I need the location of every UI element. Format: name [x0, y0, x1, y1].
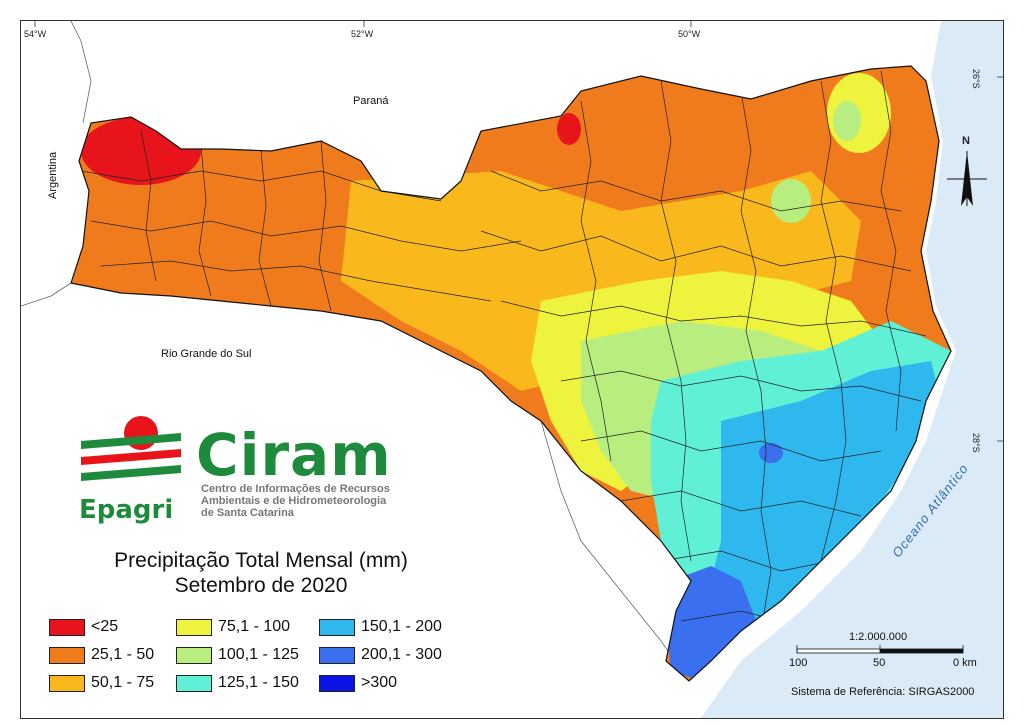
graticule-ticks: [34, 21, 1003, 442]
map-title: Precipitação Total Mensal (mm): [114, 549, 408, 572]
reference-system: Sistema de Referência: SIRGAS2000: [791, 686, 975, 698]
legend-swatch: [176, 619, 212, 636]
north-arrow-icon: [947, 151, 987, 206]
border-argentina: [21, 282, 72, 307]
region-label-argentina: Argentina: [47, 151, 59, 199]
scale-tick-50: 50: [873, 657, 886, 669]
epagri-logo-text: Epagri: [79, 495, 174, 525]
scale-bar: [796, 645, 964, 654]
legend-label: 125,1 - 150: [218, 674, 299, 691]
scale-tick-100: 100: [789, 657, 808, 669]
legend-swatch: [319, 647, 355, 664]
legend-label: 200,1 - 300: [361, 646, 442, 663]
ciram-logo-text: Ciram: [196, 421, 392, 489]
scale-tick-0: 0 km: [953, 657, 977, 669]
legend-label: >300: [361, 674, 398, 691]
lat-26-label: 26°S: [971, 69, 981, 89]
legend-swatch: [319, 619, 355, 636]
north-label: N: [962, 135, 970, 147]
legend-swatch: [176, 675, 212, 692]
region-label-rio-grande-do-sul: Rio Grande do Sul: [161, 348, 252, 360]
scale-ratio: 1:2.000.000: [849, 631, 908, 643]
legend-label: 150,1 - 200: [361, 618, 442, 635]
legend-swatch: [49, 619, 85, 636]
lat-28-label: 28°S: [971, 433, 981, 453]
lon-50-label: 50°W: [678, 29, 701, 39]
epagri-logo-icon: [81, 416, 181, 481]
border-rgs: [540, 420, 690, 682]
lon-52-label: 52°W: [351, 29, 374, 39]
logo-subtitle-line2: Ambientais e de Hidrometeorologia: [201, 495, 387, 507]
logo-subtitle: Centro de Informações de Recursos Ambien…: [201, 483, 461, 519]
municipal-boundaries: [80, 70, 927, 632]
legend-swatch: [49, 647, 85, 664]
map-subtitle: Setembro de 2020: [174, 574, 348, 597]
region-label-parana: Paraná: [353, 95, 389, 107]
map-frame: 54°W 52°W 50°W 26°S 28°S Paraná Rio Gran…: [20, 20, 1004, 719]
legend-label: 25,1 - 50: [91, 646, 155, 663]
legend-label: 75,1 - 100: [218, 618, 291, 635]
logo-subtitle-line1: Centro de Informações de Recursos: [201, 483, 390, 495]
legend-label: <25: [91, 618, 119, 635]
legend-swatch: [319, 675, 355, 692]
lon-54-label: 54°W: [24, 29, 47, 39]
legend-label: 50,1 - 75: [91, 674, 155, 691]
logo-subtitle-line3: de Santa Catarina: [201, 507, 294, 519]
ocean-area: [701, 21, 1003, 718]
legend-label: 100,1 - 125: [218, 646, 299, 663]
border-parana: [70, 21, 132, 124]
legend-swatch: [49, 675, 85, 692]
legend-swatch: [176, 647, 212, 664]
state-outline: [70, 65, 952, 682]
map-canvas: [21, 21, 1003, 718]
